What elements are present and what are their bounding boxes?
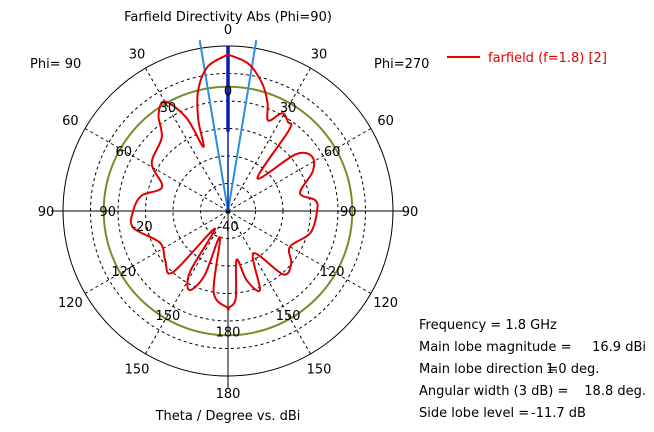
angle-label-inner: 180	[216, 325, 241, 340]
angle-label-outer: 150	[125, 363, 150, 378]
angle-label-outer: 90	[402, 205, 419, 220]
angle-label-outer: 150	[307, 363, 332, 378]
info-magnitude-value: 16.9 dBi	[592, 340, 646, 355]
angle-label-inner: 90	[340, 205, 357, 220]
info-direction-label: Main lobe direction =	[419, 362, 559, 377]
radial-label: -40	[217, 220, 238, 235]
angle-label-inner: 30	[280, 101, 297, 116]
radial-label: -20	[131, 220, 152, 235]
angle-label-inner: 150	[276, 309, 301, 324]
angle-label-inner: 120	[111, 265, 136, 280]
info-width-value: 18.8 deg.	[584, 384, 646, 399]
info-sidelobe-label: Side lobe level =	[419, 406, 530, 421]
angle-label-outer: 60	[377, 114, 394, 129]
angle-label-outer: 120	[58, 296, 83, 311]
angle-label-inner: 90	[99, 205, 116, 220]
legend-label: farfield (f=1.8) [2]	[488, 51, 607, 66]
angle-label-outer: 90	[38, 205, 55, 220]
chart-title: Farfield Directivity Abs (Phi=90)	[124, 10, 332, 25]
beamwidth-line	[198, 40, 229, 212]
angle-label-inner: 0	[224, 85, 232, 100]
angle-label-inner: 60	[324, 145, 341, 160]
farfield-pattern-curve	[129, 53, 319, 311]
angle-label-outer: 30	[129, 47, 146, 62]
grid-spoke	[84, 210, 229, 294]
info-sidelobe-value: -11.7 dB	[531, 406, 586, 421]
angle-label-inner: 30	[160, 101, 177, 116]
beamwidth-line	[227, 40, 258, 212]
angle-label-outer: 180	[216, 387, 241, 402]
angle-label-inner: 120	[320, 265, 345, 280]
info-frequency: Frequency = 1.8 GHz	[419, 318, 557, 333]
angle-label-outer: 120	[373, 296, 398, 311]
angle-label-outer: 60	[62, 114, 79, 129]
phi-left-label: Phi= 90	[30, 57, 81, 72]
angle-label-inner: 60	[116, 145, 133, 160]
phi-right-label: Phi=270	[374, 57, 429, 72]
angle-label-inner: 150	[155, 309, 180, 324]
angle-label-outer: 30	[311, 47, 328, 62]
info-magnitude-label: Main lobe magnitude =	[419, 340, 572, 355]
angle-label-outer: 0	[224, 23, 232, 38]
info-width-label: Angular width (3 dB) =	[419, 384, 569, 399]
x-axis-label: Theta / Degree vs. dBi	[155, 409, 301, 424]
info-direction-value: 1.0 deg.	[546, 362, 600, 377]
